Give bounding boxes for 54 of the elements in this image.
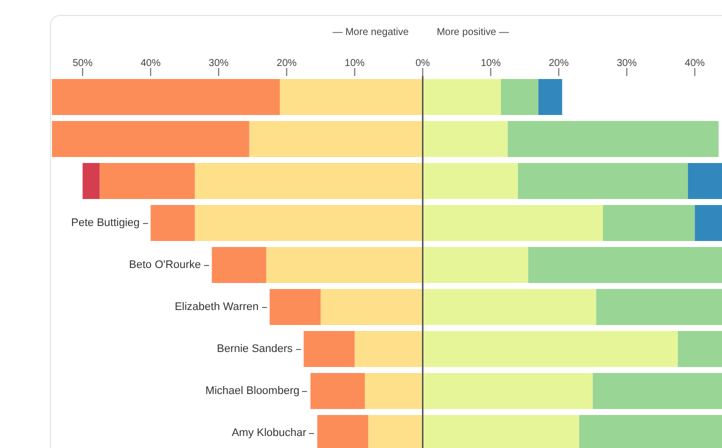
bar	[422, 163, 518, 199]
bar	[310, 373, 365, 409]
text: — More negative	[332, 27, 409, 38]
x-tick-label: 30%	[208, 58, 229, 69]
bar	[422, 79, 501, 115]
bar	[249, 121, 423, 157]
bar	[592, 373, 722, 409]
x-tick-label: 40%	[684, 58, 705, 69]
bar	[194, 163, 423, 199]
x-tick-label: 50%	[72, 58, 93, 69]
bar	[678, 331, 722, 367]
x-tick-label: 0%	[415, 58, 430, 69]
bar	[270, 289, 321, 325]
bar	[518, 163, 688, 199]
y-tick-label: Michael Bloomberg	[205, 384, 300, 399]
bar	[422, 121, 508, 157]
bar	[538, 79, 562, 115]
bar	[150, 205, 195, 241]
x-tick-label: 10%	[344, 58, 365, 69]
bar	[422, 247, 528, 283]
text: More positive —	[436, 27, 509, 38]
bar	[212, 247, 266, 283]
bar	[194, 205, 423, 241]
bar	[528, 247, 722, 283]
bar	[422, 373, 593, 409]
y-tick-label: Beto O'Rourke	[129, 258, 202, 273]
y-tick-label: Bernie Sanders	[216, 342, 294, 357]
bar	[602, 205, 695, 241]
bar	[320, 289, 423, 325]
bar	[508, 121, 719, 157]
bar	[52, 79, 280, 115]
bar	[694, 205, 722, 241]
bar	[354, 331, 423, 367]
bar	[52, 121, 250, 157]
y-tick-label: Pete Buttigieg	[71, 216, 141, 231]
bar	[500, 79, 538, 115]
bar	[688, 163, 722, 199]
x-tick-label: 20%	[548, 58, 569, 69]
bar	[596, 289, 722, 325]
bar	[100, 163, 195, 199]
x-tick-label: 10%	[480, 58, 501, 69]
bar	[422, 205, 603, 241]
bar	[304, 331, 355, 367]
y-tick-label: Amy Klobuchar	[232, 426, 308, 441]
x-tick-label: 20%	[276, 58, 297, 69]
y-tick-label: Elizabeth Warren	[174, 300, 260, 315]
bar	[280, 79, 423, 115]
x-tick-label: 40%	[140, 58, 161, 69]
bar	[82, 163, 100, 199]
bar	[364, 373, 423, 409]
bar	[266, 247, 423, 283]
x-tick-label: 30%	[616, 58, 637, 69]
bar	[422, 289, 596, 325]
bar	[422, 331, 678, 367]
